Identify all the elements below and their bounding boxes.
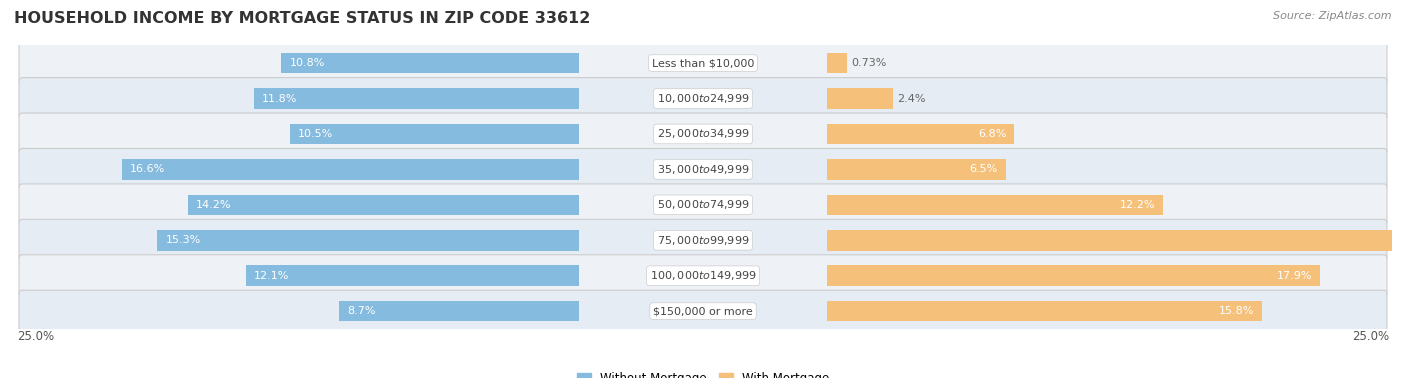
Text: 11.8%: 11.8% — [262, 93, 298, 104]
Text: 16.6%: 16.6% — [129, 164, 165, 174]
Text: 12.1%: 12.1% — [254, 271, 290, 281]
Bar — [827, 265, 1320, 286]
Bar — [827, 159, 1007, 180]
Bar — [339, 301, 579, 321]
Legend: Without Mortgage, With Mortgage: Without Mortgage, With Mortgage — [576, 372, 830, 378]
Bar — [827, 195, 1163, 215]
Text: HOUSEHOLD INCOME BY MORTGAGE STATUS IN ZIP CODE 33612: HOUSEHOLD INCOME BY MORTGAGE STATUS IN Z… — [14, 11, 591, 26]
Text: $150,000 or more: $150,000 or more — [654, 306, 752, 316]
Text: Source: ZipAtlas.com: Source: ZipAtlas.com — [1274, 11, 1392, 21]
Text: 14.2%: 14.2% — [195, 200, 232, 210]
Text: 2.4%: 2.4% — [897, 93, 925, 104]
Bar — [281, 53, 579, 73]
Bar — [187, 195, 579, 215]
FancyBboxPatch shape — [20, 149, 1386, 190]
FancyBboxPatch shape — [20, 113, 1386, 155]
Text: 17.9%: 17.9% — [1277, 271, 1312, 281]
FancyBboxPatch shape — [20, 219, 1386, 261]
Bar — [827, 124, 1014, 144]
Text: $75,000 to $99,999: $75,000 to $99,999 — [657, 234, 749, 247]
Text: 0.73%: 0.73% — [851, 58, 887, 68]
Bar — [827, 88, 893, 109]
FancyBboxPatch shape — [20, 77, 1386, 119]
Text: $100,000 to $149,999: $100,000 to $149,999 — [650, 269, 756, 282]
Text: 6.8%: 6.8% — [977, 129, 1007, 139]
Text: 15.8%: 15.8% — [1219, 306, 1254, 316]
Text: $35,000 to $49,999: $35,000 to $49,999 — [657, 163, 749, 176]
Bar — [827, 53, 848, 73]
FancyBboxPatch shape — [20, 42, 1386, 84]
Text: 10.5%: 10.5% — [298, 129, 333, 139]
Text: 6.5%: 6.5% — [970, 164, 998, 174]
Bar — [290, 124, 579, 144]
FancyBboxPatch shape — [20, 290, 1386, 332]
Text: Less than $10,000: Less than $10,000 — [652, 58, 754, 68]
Text: 15.3%: 15.3% — [166, 235, 201, 245]
Bar — [246, 265, 579, 286]
Text: $25,000 to $34,999: $25,000 to $34,999 — [657, 127, 749, 141]
Bar — [254, 88, 579, 109]
Bar — [121, 159, 579, 180]
Bar — [827, 230, 1406, 251]
Text: $50,000 to $74,999: $50,000 to $74,999 — [657, 198, 749, 211]
FancyBboxPatch shape — [20, 184, 1386, 226]
Text: 25.0%: 25.0% — [17, 330, 53, 343]
Text: 10.8%: 10.8% — [290, 58, 325, 68]
Text: 12.2%: 12.2% — [1119, 200, 1154, 210]
Bar — [157, 230, 579, 251]
Bar — [827, 301, 1263, 321]
Text: 8.7%: 8.7% — [347, 306, 375, 316]
Text: 25.0%: 25.0% — [1353, 330, 1389, 343]
FancyBboxPatch shape — [20, 255, 1386, 297]
Text: $10,000 to $24,999: $10,000 to $24,999 — [657, 92, 749, 105]
